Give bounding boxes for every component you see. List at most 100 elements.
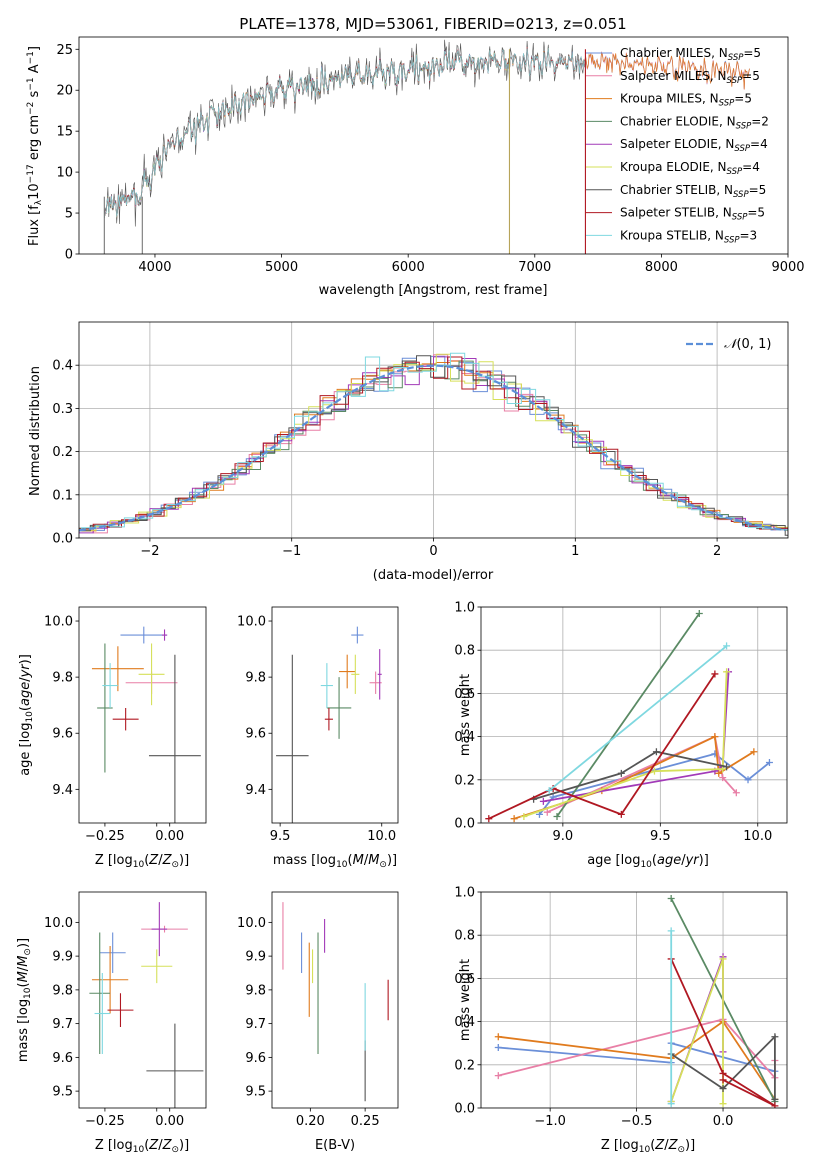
legend-label-tail: =4 (750, 137, 768, 151)
spectrum-xtick-label: 9000 (771, 260, 804, 275)
spectrum-ytick-label: 5 (65, 207, 73, 222)
residual-ylabel: Normed distribution (28, 366, 43, 496)
spectrum-panel: PLATE=1378, MJD=53061, FIBERID=0213, z=0… (26, 15, 627, 298)
weight-vs-age-ytick-label: 0.8 (454, 644, 475, 659)
mass-vs-ebv-ytick-label: 9.5 (245, 1085, 266, 1100)
weight-vs-age-ticks: 9.0 9.5 10.0 0.0 0.2 0.4 0.6 0.8 1.0 (454, 601, 772, 845)
age-vs-Z-ytick-label: 9.8 (52, 671, 73, 686)
legend-label: Chabrier STELIB, NSSP=5 (620, 183, 766, 200)
age-vs-Z-ticks: −0.25 0.00 9.4 9.6 9.8 10.0 (44, 615, 184, 844)
weight-marker (617, 810, 625, 818)
weight-vs-Z-ylabel: mass weight (458, 959, 473, 1041)
weight-vs-age-xlabel: age [log10(age/yr)] (587, 853, 709, 870)
legend-label: Kroupa STELIB, NSSP=3 (620, 228, 757, 245)
mass-vs-ebv-ticks: 0.20 0.25 9.5 9.6 9.7 9.8 9.9 10.0 (237, 916, 380, 1129)
age-vs-Z-ylabel: age [log10(age/yr)] (18, 654, 35, 776)
weight-line (556, 612, 701, 818)
weight-marker (771, 1095, 779, 1103)
weight-marker (510, 815, 518, 823)
weight-line (523, 671, 728, 818)
legend-label-sub: SSP (724, 235, 740, 245)
weight-marker (545, 787, 553, 795)
weight-vs-age-data (485, 609, 773, 823)
weight-marker (715, 769, 723, 777)
residuals-ytick-label: 0.4 (52, 359, 73, 374)
spectrum-data (103, 39, 750, 254)
weight-vs-Z-xlabel: Z [log10(Z/Z⊙)] (601, 1138, 695, 1155)
mass-vs-ebv-frame (271, 891, 399, 1109)
model-spectrum-line (103, 49, 510, 218)
spectrum-ytick-label: 20 (56, 84, 73, 99)
legend-label-tail: =5 (749, 183, 767, 197)
weight-vs-age-ytick-label: 0.0 (454, 817, 475, 832)
legend-label-main: Salpeter STELIB, N (620, 206, 732, 220)
residuals-data (79, 352, 788, 536)
residual-legend-args: (0, 1) (736, 337, 771, 352)
mass-vs-Z-axes: −0.25 0.00 9.5 9.6 9.7 9.8 9.9 10.0 (44, 891, 207, 1129)
weight-vs-Z-plot-area (481, 892, 787, 1108)
weight-line (533, 750, 727, 801)
mass-vs-ebv-data (282, 902, 389, 1102)
weight-marker (494, 1033, 502, 1041)
model-spectrum-line (103, 49, 510, 218)
legend-label: Salpeter STELIB, NSSP=5 (620, 206, 765, 223)
residual-histogram-step (79, 352, 788, 531)
age-vs-Z-axes: −0.25 0.00 9.4 9.6 9.8 10.0 (44, 606, 207, 844)
legend-label-main: Chabrier ELODIE, N (620, 114, 736, 128)
spectrum-ticks: 4000 5000 6000 7000 8000 9000 0 5 10 15 20 25 (56, 43, 804, 275)
mass-vs-ebv-plot-area (282, 902, 389, 1102)
age-vs-mass-plot-area (276, 626, 382, 823)
residual-legend: 𝒩(0, 1) (686, 337, 771, 352)
weight-vs-age-ytick-label: 1.0 (454, 601, 475, 616)
legend-label-main: Salpeter ELODIE, N (620, 137, 734, 151)
weight-vs-age-frame (480, 606, 788, 824)
spectrum-ytick-label: 15 (56, 125, 73, 140)
legend-label: Kroupa ELODIE, NSSP=4 (620, 160, 760, 177)
age-vs-Z-ytick-label: 10.0 (44, 615, 73, 630)
mass-vs-ebv-ytick-label: 9.7 (245, 1017, 266, 1032)
weight-marker (765, 759, 773, 767)
residual-panel: (data-model)/error Normed distribution (28, 366, 494, 583)
weight-vs-age-plot-area (481, 607, 787, 823)
weight-vs-age-xtick-label: 10.0 (743, 829, 772, 844)
age-vs-mass-data (276, 626, 382, 823)
weight-line (548, 645, 728, 792)
residuals-xtick-label: −1 (282, 544, 301, 559)
residual-histogram-step (79, 353, 788, 531)
age-vs-mass-xlabel: mass [log10(M/M⊙)] (273, 853, 397, 870)
weight-marker (617, 769, 625, 777)
weight-marker (744, 776, 752, 784)
age-vs-Z-data (91, 626, 201, 823)
spectrum-ylabel: Flux [fλ10−17 erg cm−2 s−1 A−1] (26, 46, 44, 246)
legend-label-tail: =5 (742, 69, 760, 83)
weight-marker (732, 789, 740, 797)
residuals-xtick-label: 2 (713, 544, 721, 559)
weight-marker (719, 1085, 727, 1093)
weight-vs-age-ytick-label: 0.2 (454, 773, 475, 788)
spectrum-title: PLATE=1378, MJD=53061, FIBERID=0213, z=0… (239, 15, 626, 33)
weight-vs-age-axes: 9.0 9.5 10.0 0.0 0.2 0.4 0.6 0.8 1.0 (454, 601, 788, 845)
legend-label: Chabrier MILES, NSSP=5 (620, 46, 761, 63)
residuals-xtick-label: 1 (571, 544, 579, 559)
age-vs-mass-ytick-label: 9.6 (245, 727, 266, 742)
weight-marker (543, 808, 551, 816)
legend-label-sub: SSP (733, 190, 749, 200)
legend-label-main: Kroupa MILES, N (620, 92, 719, 106)
age-vs-Z-plot-area (91, 626, 201, 823)
legend-label-main: Kroupa STELIB, N (620, 228, 724, 242)
weight-marker (520, 813, 528, 821)
mass-vs-Z-ticks: −0.25 0.00 9.5 9.6 9.7 9.8 9.9 10.0 (44, 916, 184, 1129)
residuals-axes: −2 −1 0 1 2 0.0 0.1 0.2 0.3 0.4 (52, 321, 789, 559)
mass-vs-Z-ytick-label: 10.0 (44, 916, 73, 931)
age-vs-mass-xtick-label: 10.0 (367, 829, 396, 844)
weight-marker (719, 774, 727, 782)
weight-line (498, 1020, 776, 1100)
residual-histogram-step (79, 356, 788, 533)
weight-line (546, 735, 737, 814)
legend-label-sub: SSP (728, 53, 744, 63)
age-vs-Z-xtick-label: 0.00 (155, 829, 184, 844)
mass-vs-Z-plot-area (89, 902, 204, 1108)
weight-vs-Z-frame (480, 891, 788, 1109)
residuals-ytick-label: 0.0 (52, 532, 73, 547)
